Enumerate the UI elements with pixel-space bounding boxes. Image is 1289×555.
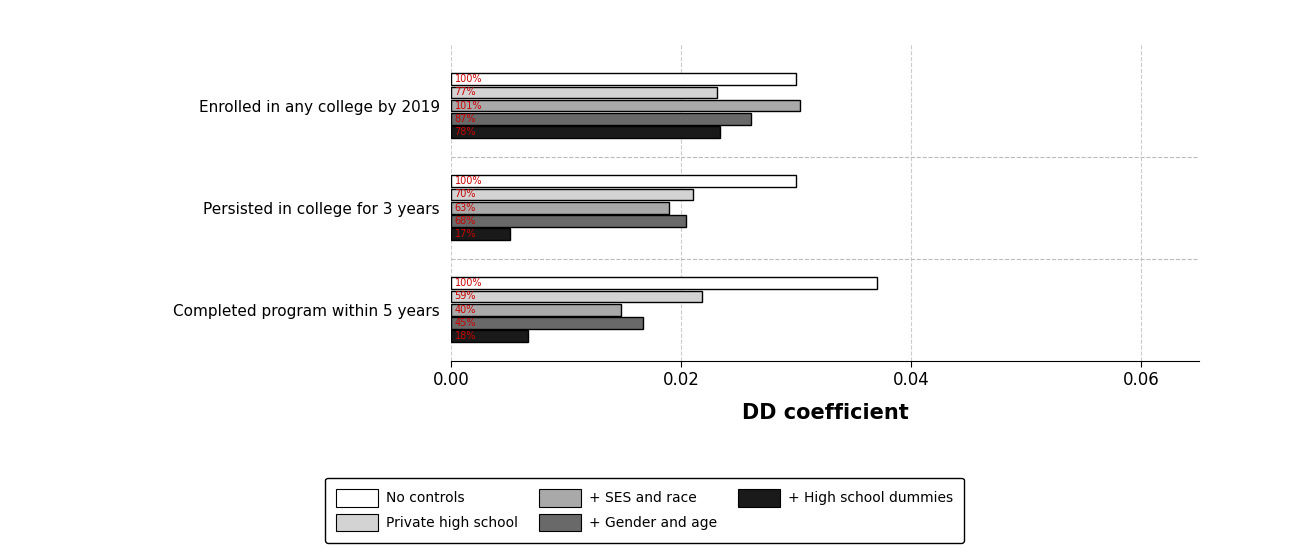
Text: 59%: 59% [455, 291, 476, 301]
Text: 100%: 100% [455, 176, 482, 186]
Text: 45%: 45% [455, 318, 476, 328]
Text: 100%: 100% [455, 278, 482, 288]
Bar [451, 127, 721, 138]
Text: 100%: 100% [455, 74, 482, 84]
Bar [451, 100, 799, 112]
Text: 87%: 87% [455, 114, 476, 124]
Text: 18%: 18% [455, 331, 476, 341]
Bar [451, 175, 797, 187]
Bar [451, 317, 643, 329]
Bar [451, 189, 692, 200]
Text: 77%: 77% [455, 87, 476, 97]
Text: 101%: 101% [455, 100, 482, 110]
Text: 17%: 17% [455, 229, 476, 239]
X-axis label: DD coefficient: DD coefficient [741, 403, 909, 423]
Text: 68%: 68% [455, 216, 476, 226]
Bar [451, 330, 528, 342]
Bar [451, 291, 703, 302]
Legend: No controls, Private high school, + SES and race, + Gender and age, + High schoo: No controls, Private high school, + SES … [325, 478, 964, 542]
Text: 78%: 78% [455, 127, 476, 137]
Text: 63%: 63% [455, 203, 476, 213]
Text: 40%: 40% [455, 305, 476, 315]
Bar [451, 228, 510, 240]
Text: 70%: 70% [455, 189, 476, 199]
Bar [451, 202, 669, 214]
Bar [451, 73, 797, 85]
Bar [451, 215, 686, 227]
Bar [451, 304, 621, 316]
Bar [451, 87, 717, 98]
Bar [451, 278, 877, 289]
Bar [451, 113, 751, 125]
